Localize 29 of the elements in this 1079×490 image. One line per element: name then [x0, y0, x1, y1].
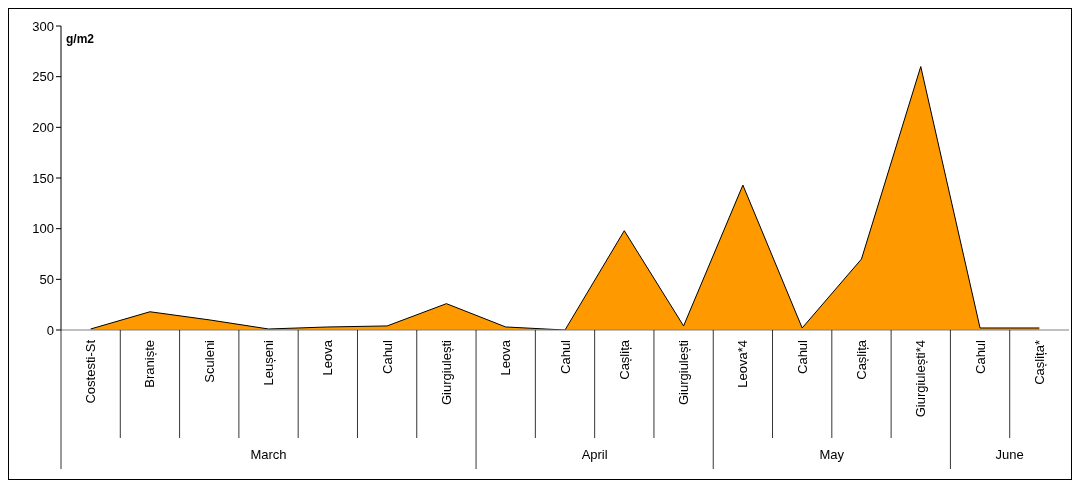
- y-tick-label: 50: [39, 271, 54, 287]
- y-axis-title: g/m2: [66, 32, 95, 46]
- x-tick-label: Cahul: [972, 339, 988, 374]
- x-tick-label: Leușeni: [261, 339, 277, 386]
- text: June: [995, 446, 1024, 462]
- x-tick-label: Sculeni: [201, 339, 217, 383]
- x-tick-label: Cașlița: [853, 339, 869, 380]
- x-tick-label: Cahul: [794, 339, 810, 374]
- text: April: [581, 446, 608, 462]
- x-tick-label: Braniște: [142, 340, 158, 388]
- x-tick-label: Giurgiulești*4: [913, 340, 929, 418]
- x-tick-label: Leova: [498, 339, 514, 376]
- y-tick-label: 100: [32, 221, 54, 237]
- text: March: [250, 446, 287, 462]
- x-tick-label: Cahul: [557, 339, 573, 374]
- y-tick-label: 300: [32, 18, 54, 34]
- x-tick-label: Cașlița: [616, 339, 632, 380]
- y-tick-label: 200: [32, 119, 54, 135]
- y-tick-label: 250: [32, 69, 54, 85]
- x-tick-label: Leova: [320, 339, 336, 376]
- x-tick-label: Giurgiulești: [676, 339, 692, 406]
- text: May: [819, 446, 845, 462]
- x-tick-label: Cașlița*: [1031, 340, 1047, 385]
- x-tick-label: Cahul: [379, 339, 395, 374]
- y-tick-label: 150: [32, 170, 54, 186]
- x-tick-label: Costesti-St: [83, 339, 99, 404]
- x-tick-label: Giurgiulești: [438, 339, 454, 406]
- y-tick-label: 0: [46, 322, 54, 338]
- x-tick-label: Leova*4: [735, 340, 751, 388]
